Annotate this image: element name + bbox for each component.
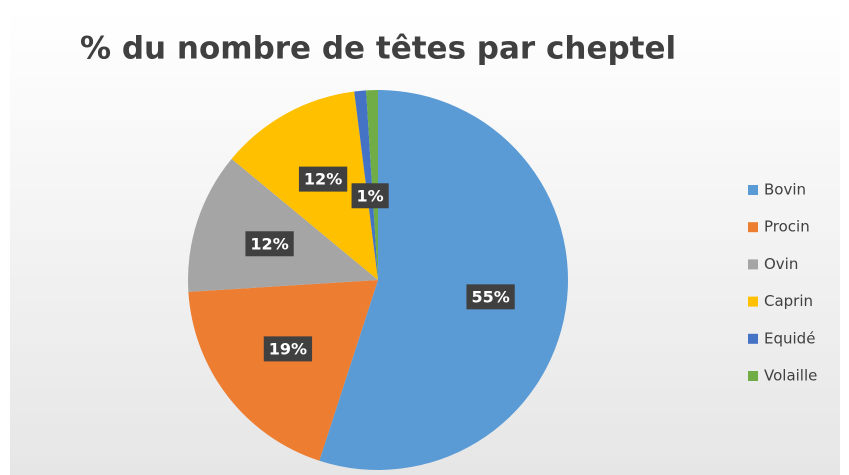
data-label: 19%: [269, 339, 307, 358]
pie-slice: [188, 158, 378, 292]
legend: Bovin Procin Ovin Caprin Equidé Volaille: [748, 181, 817, 385]
legend-swatch: [748, 371, 758, 381]
legend-swatch: [748, 259, 758, 270]
data-label: 1%: [357, 186, 384, 205]
data-label-box: [245, 231, 294, 257]
legend-label: Volaille: [764, 367, 817, 385]
data-label-box: [298, 166, 348, 192]
chart-title: % du nombre de têtes par cheptel: [80, 31, 676, 67]
legend-label: Ovin: [764, 255, 798, 273]
legend-label: Bovin: [764, 181, 806, 199]
legend-swatch: [748, 296, 758, 307]
legend-swatch: [748, 222, 758, 233]
data-label: 55%: [471, 287, 509, 306]
data-label-box: [351, 183, 389, 209]
data-labels: 55% 19% 12% 12% 1%: [245, 166, 515, 362]
legend-swatch: [748, 185, 758, 195]
legend-swatch: [748, 333, 758, 344]
legend-label: Caprin: [764, 292, 813, 310]
legend-label: Procin: [764, 218, 810, 236]
data-label: 12%: [304, 170, 342, 189]
pie: [188, 90, 568, 470]
data-label: 12%: [250, 234, 288, 253]
data-label-box: [263, 336, 313, 362]
data-label-box: [466, 284, 515, 310]
legend-label: Equidé: [764, 329, 815, 347]
pie-slice: [188, 280, 378, 461]
